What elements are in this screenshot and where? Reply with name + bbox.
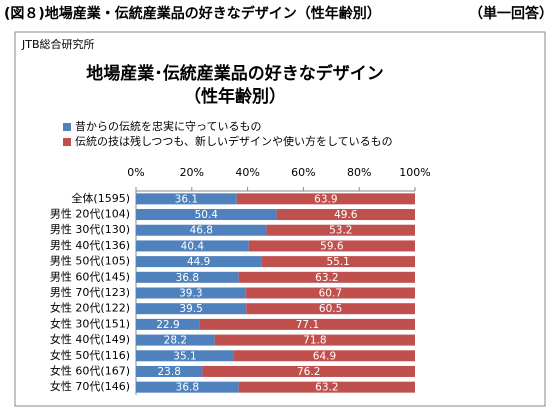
- value-label: 40.4: [181, 240, 205, 252]
- value-label: 63.9: [314, 193, 337, 205]
- value-label: 36.8: [176, 382, 199, 394]
- bar-segment: [238, 381, 415, 393]
- bar-segment: [136, 224, 267, 236]
- legend-swatch: [63, 138, 71, 146]
- value-label: 36.1: [175, 193, 198, 205]
- bar-segment: [261, 256, 415, 268]
- value-label: 35.1: [173, 350, 196, 362]
- bar-segment: [248, 240, 415, 252]
- value-label: 46.8: [190, 225, 213, 237]
- bar-segment: [136, 350, 234, 362]
- x-tick-label: 0%: [127, 166, 144, 179]
- y-tick-label: 女性 30代(151): [50, 316, 130, 330]
- y-tick-label: 女性 20代(122): [50, 301, 130, 315]
- value-label: 76.2: [297, 366, 320, 378]
- bar-segment: [136, 318, 200, 330]
- legend-label: 昔からの伝統を忠実に守っているもの: [75, 119, 261, 133]
- bar-segment: [245, 287, 415, 299]
- legend-label: 伝統の技は残しつつも、新しいデザインや使い方をしているもの: [75, 134, 393, 148]
- y-tick-label: 男性 60代(145): [50, 269, 130, 283]
- value-label: 60.7: [319, 288, 342, 300]
- bar-segment: [266, 224, 415, 236]
- value-label: 22.9: [156, 319, 179, 331]
- y-tick-label: 男性 50代(105): [50, 254, 130, 268]
- bar-segment: [246, 303, 415, 315]
- value-label: 36.8: [176, 272, 199, 284]
- bar-segment: [238, 271, 415, 283]
- value-label: 44.9: [187, 256, 210, 268]
- bar-segment: [136, 271, 239, 283]
- bar-segment: [276, 209, 415, 221]
- page-heading: (図８)地場産業・伝統産業品の好きなデザイン（性年齢別）: [4, 5, 381, 22]
- x-tick-label: 20%: [180, 166, 204, 179]
- value-label: 49.6: [334, 209, 358, 221]
- value-label: 59.6: [320, 240, 344, 252]
- bar-segment: [202, 365, 415, 377]
- y-tick-label: 男性 70代(123): [50, 285, 130, 299]
- value-label: 53.2: [329, 225, 352, 237]
- y-tick-label: 男性 20代(104): [50, 207, 130, 221]
- bar-segment: [136, 303, 247, 315]
- answer-type: （単一回答）: [469, 5, 553, 22]
- y-tick-label: 女性 60代(167): [50, 363, 130, 377]
- bar-segment: [233, 350, 415, 362]
- x-tick-label: 100%: [399, 166, 430, 179]
- y-tick-label: 男性 30代(130): [50, 222, 130, 236]
- value-label: 60.5: [319, 303, 342, 315]
- y-tick-label: 女性 50代(116): [50, 348, 130, 362]
- bar-segment: [236, 193, 415, 205]
- bar-segment: [136, 240, 249, 252]
- value-label: 64.9: [313, 350, 336, 362]
- bar-segment: [214, 334, 415, 346]
- value-label: 50.4: [195, 209, 219, 221]
- legend-swatch: [63, 123, 71, 131]
- bar-segment: [199, 318, 415, 330]
- value-label: 39.3: [179, 288, 202, 300]
- y-tick-label: 女性 70代(146): [50, 379, 130, 393]
- y-tick-label: 男性 40代(136): [50, 238, 130, 252]
- chart-subtitle: （性年齢別）: [184, 86, 286, 107]
- value-label: 55.1: [326, 256, 349, 268]
- value-label: 23.8: [158, 366, 181, 378]
- source: JTB総合研究所: [21, 37, 95, 51]
- y-tick-label: 女性 40代(149): [50, 332, 130, 346]
- value-label: 63.2: [315, 382, 338, 394]
- bar-segment: [136, 334, 215, 346]
- value-label: 77.1: [296, 319, 319, 331]
- bar-segment: [136, 365, 203, 377]
- x-tick-label: 40%: [235, 166, 259, 179]
- chart-title: 地場産業･伝統産業品の好きなデザイン: [86, 63, 384, 84]
- bar-segment: [136, 256, 262, 268]
- bar-segment: [136, 381, 239, 393]
- value-label: 71.8: [303, 335, 326, 347]
- value-label: 39.5: [179, 303, 202, 315]
- bar-segment: [136, 287, 246, 299]
- x-tick-label: 80%: [347, 166, 371, 179]
- value-label: 28.2: [164, 335, 187, 347]
- y-tick-label: 全体(1595): [71, 191, 130, 205]
- bar-segment: [136, 209, 277, 221]
- bar-segment: [136, 193, 237, 205]
- value-label: 63.2: [315, 272, 338, 284]
- x-tick-label: 60%: [291, 166, 315, 179]
